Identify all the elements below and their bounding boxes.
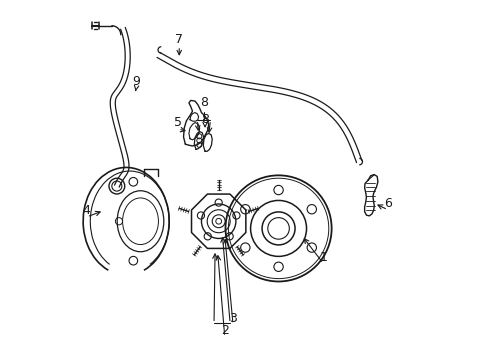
Text: 3: 3 (228, 311, 237, 325)
Text: 9: 9 (132, 75, 140, 88)
Text: 8: 8 (200, 96, 207, 109)
Text: 8: 8 (201, 113, 209, 126)
Text: 7: 7 (175, 33, 183, 46)
Text: 1: 1 (319, 251, 326, 264)
Text: 4: 4 (82, 204, 90, 217)
Text: 5: 5 (174, 116, 182, 129)
Text: 2: 2 (221, 324, 228, 337)
Text: 6: 6 (383, 197, 391, 210)
Circle shape (109, 178, 124, 194)
